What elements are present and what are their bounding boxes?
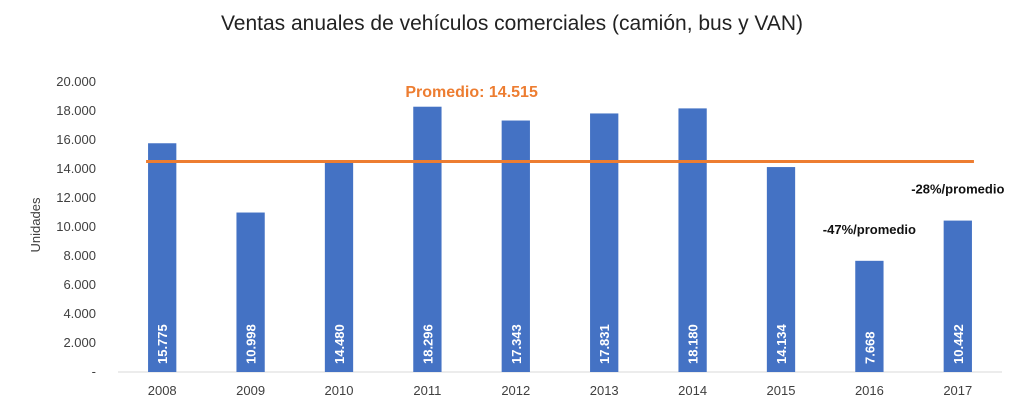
- x-tick-label: 2016: [855, 383, 884, 398]
- x-tick-label: 2010: [325, 383, 354, 398]
- x-tick-label: 2012: [501, 383, 530, 398]
- bar-2016: [855, 260, 884, 372]
- bar-value-label: 7.668: [862, 331, 877, 364]
- bar-value-label: 10.998: [244, 324, 259, 364]
- y-tick-label: -: [92, 364, 96, 379]
- y-tick-label: 20.000: [56, 74, 96, 89]
- bar-2013: [590, 113, 619, 372]
- bars-group: [148, 106, 972, 373]
- x-tick-label: 2013: [590, 383, 619, 398]
- bar-value-label: 18.180: [686, 324, 701, 364]
- average-label: Promedio: 14.515: [405, 84, 538, 101]
- chart-title: Ventas anuales de vehículos comerciales …: [221, 12, 803, 35]
- bar-value-label: 14.480: [332, 324, 347, 364]
- bar-2010: [324, 162, 354, 372]
- bar-value-label: 10.442: [951, 324, 966, 364]
- bar-2015: [766, 167, 796, 372]
- annotations-group: -47%/promedio -28%/promedio: [823, 182, 1005, 237]
- y-tick-label: 18.000: [56, 103, 96, 118]
- bar-value-label: 15.775: [155, 324, 170, 364]
- bar-2017: [943, 220, 972, 372]
- x-tick-label: 2014: [678, 383, 707, 398]
- annotation-2017: -28%/promedio: [911, 182, 1004, 197]
- x-tick-label: 2009: [236, 383, 265, 398]
- y-tick-label: 14.000: [56, 161, 96, 176]
- bar-value-label: 18.296: [420, 324, 435, 364]
- bar-value-label: 17.343: [509, 324, 524, 364]
- x-tick-label: 2015: [767, 383, 796, 398]
- y-axis-label: Unidades: [28, 197, 43, 252]
- bar-2014: [678, 108, 707, 372]
- y-tick-label: 8.000: [63, 248, 96, 263]
- bar-2011: [413, 106, 442, 372]
- y-tick-label: 16.000: [56, 132, 96, 147]
- x-axis-ticks: 2008 2009 2010 2011 2012 2013 2014 2015 2016 2017: [148, 383, 973, 398]
- x-tick-label: 2008: [148, 383, 177, 398]
- bar-2008: [148, 143, 177, 372]
- bar-value-labels: 15.775 10.998 14.480 18.296 17.343 17.831 18.1…: [155, 323, 966, 364]
- x-tick-label: 2017: [943, 383, 972, 398]
- annotation-2016: -47%/promedio: [823, 222, 916, 237]
- x-tick-label: 2011: [413, 383, 441, 398]
- y-tick-label: 4.000: [63, 306, 96, 321]
- y-axis-ticks: - 2.000 4.000 6.000 8.000 10.000 12.000 14.000 1…: [56, 74, 96, 379]
- y-tick-label: 6.000: [63, 277, 96, 292]
- bar-value-label: 14.134: [774, 323, 789, 364]
- bar-2009: [236, 212, 265, 372]
- y-tick-label: 12.000: [56, 190, 96, 205]
- y-tick-label: 2.000: [63, 335, 96, 350]
- y-tick-label: 10.000: [56, 219, 96, 234]
- bar-value-label: 17.831: [597, 324, 612, 364]
